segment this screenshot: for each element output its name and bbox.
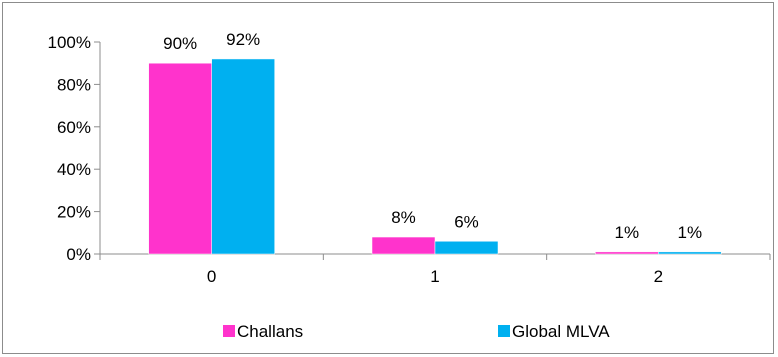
data-label: 8% (391, 208, 416, 227)
legend-swatch-global-mlva (498, 325, 510, 337)
x-tick-label: 0 (207, 267, 216, 286)
legend-label-global-mlva: Global MLVA (512, 322, 610, 341)
y-tick-label: 20% (57, 203, 91, 222)
y-tick-label: 40% (57, 160, 91, 179)
bar-challans-2 (595, 251, 659, 255)
data-label: 90% (163, 34, 197, 53)
bar-challans-1 (371, 236, 436, 255)
bar-challans-0 (148, 62, 212, 255)
x-tick-label: 2 (654, 267, 663, 286)
y-tick-label: 100% (48, 33, 91, 52)
bar-global-mlva-0 (211, 58, 275, 255)
data-label: 1% (678, 223, 703, 242)
y-tick-label: 0% (66, 245, 91, 264)
data-label: 1% (615, 223, 640, 242)
x-tick-label: 1 (430, 267, 439, 286)
bar-global-mlva-2 (658, 251, 722, 255)
legend-label-challans: Challans (237, 322, 303, 341)
data-label: 6% (454, 212, 479, 231)
legend-swatch-challans (223, 325, 235, 337)
data-label: 92% (226, 30, 260, 49)
y-tick-label: 80% (57, 75, 91, 94)
y-tick-label: 60% (57, 118, 91, 137)
chart-frame (2, 2, 774, 354)
bar-global-mlva-1 (434, 241, 499, 255)
